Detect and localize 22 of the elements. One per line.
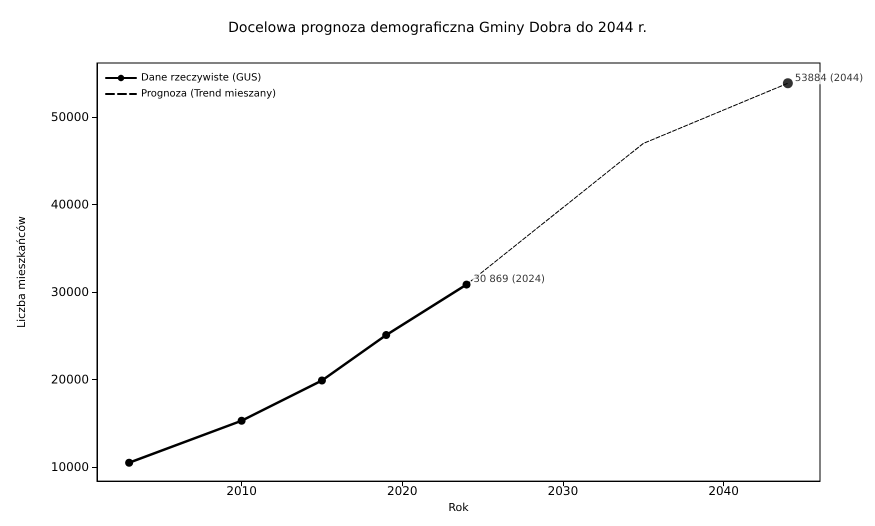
point <box>782 78 793 88</box>
y-tick-label: 50000 <box>50 110 89 124</box>
point <box>382 331 390 340</box>
y-axis-title: Liczba mieszkańców <box>15 216 28 328</box>
y-tick-label: 20000 <box>50 372 89 387</box>
x-tick-label: 2030 <box>548 484 578 498</box>
legend-label: Dane rzeczywiste (GUS) <box>141 72 262 84</box>
x-tick-label: 2020 <box>386 484 418 498</box>
y-tick-label: 10000 <box>50 460 89 474</box>
x-tick-label: 2010 <box>226 484 257 498</box>
legend-label: Prognoza (Trend mieszany) <box>141 88 276 100</box>
y-tick-label: 40000 <box>50 198 89 212</box>
point <box>462 280 471 289</box>
chart-title: Docelowa prognoza demograficzna Gminy Dobra do 2044 r. <box>228 20 647 36</box>
point <box>125 458 134 467</box>
x-axis-title: Rok <box>448 501 470 514</box>
point <box>238 416 246 425</box>
point <box>318 376 326 385</box>
annotation: 53884 (2044) <box>794 72 864 84</box>
y-tick-label: 30000 <box>50 285 89 300</box>
annotation: 30 869 (2024) <box>474 274 546 286</box>
x-tick-label: 2040 <box>708 484 739 498</box>
